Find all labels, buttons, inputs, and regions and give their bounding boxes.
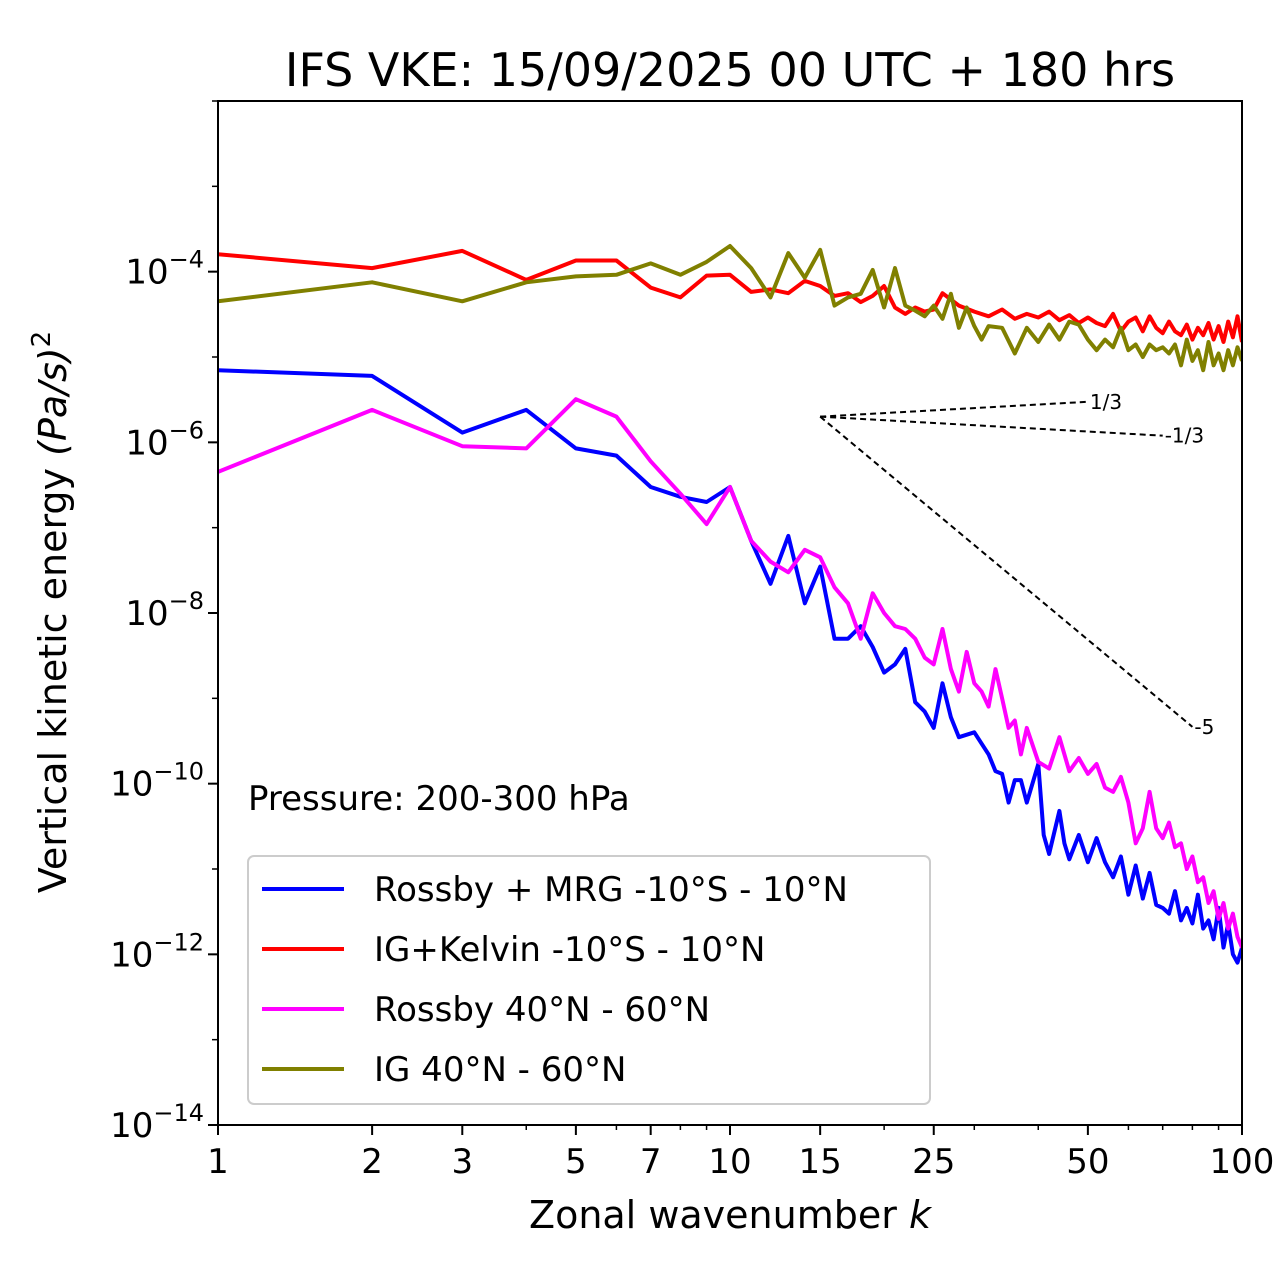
x-tick-label: 2	[361, 1142, 383, 1182]
y-axis-ticks: 10−4 10−6 10−8 10−10 10−12 10−14	[110, 100, 218, 1146]
series-layer	[218, 244, 1242, 965]
legend: Rossby + MRG -10°S - 10°N IG+Kelvin -10°S…	[247, 855, 931, 1105]
x-axis-label: Zonal wavenumber k	[529, 1193, 933, 1237]
y-tick-label: 10−6	[125, 416, 204, 463]
slope-guide-line-2	[820, 415, 1163, 437]
series-line-4	[218, 244, 1242, 373]
pressure-annotation: Pressure: 200-300 hPa	[248, 779, 630, 819]
slope-guides: 1/3 -1/3 -5	[819, 390, 1214, 739]
x-axis-label-var: k	[909, 1193, 933, 1237]
chart-title: IFS VKE: 15/09/2025 00 UTC + 180 hrs	[285, 43, 1175, 97]
x-tick-label: 3	[451, 1142, 473, 1182]
y-tick-label: 10−12	[110, 928, 204, 975]
legend-label-2: IG+Kelvin -10°S - 10°N	[374, 930, 765, 970]
x-tick-label: 7	[640, 1142, 662, 1182]
series-line-2	[218, 248, 1242, 344]
x-tick-label: 25	[912, 1142, 955, 1182]
slope-guide-label-2: -1/3	[1165, 424, 1204, 448]
legend-box	[247, 855, 931, 1105]
x-tick-label: 50	[1066, 1142, 1109, 1182]
y-axis-label-text: Vertical kinetic energy	[31, 468, 75, 893]
series-line-1	[218, 368, 1242, 965]
legend-label-4: IG 40°N - 60°N	[374, 1050, 626, 1090]
y-tick-label: 10−14	[110, 1099, 204, 1146]
slope-guide-line-1	[820, 400, 1088, 418]
legend-label-3: Rossby 40°N - 60°N	[374, 990, 710, 1030]
y-tick-label: 10−4	[125, 246, 204, 293]
x-axis-label-text: Zonal wavenumber	[529, 1193, 897, 1237]
x-tick-label: 5	[565, 1142, 587, 1182]
slope-guide-label-3: -5	[1194, 715, 1214, 739]
y-tick-label: 10−8	[125, 587, 204, 634]
slope-guide-label-1: 1/3	[1090, 390, 1122, 414]
legend-label-1: Rossby + MRG -10°S - 10°N	[374, 870, 848, 910]
x-axis-ticks: 1 2 3 5 7 10 15 25 50 100	[207, 1125, 1274, 1182]
y-tick-label: 10−10	[110, 758, 204, 805]
y-axis-label-units: (Pa/s)	[31, 347, 75, 455]
x-tick-label: 1	[207, 1142, 229, 1182]
slope-guide-line-3	[819, 415, 1194, 728]
x-tick-label: 15	[799, 1142, 842, 1182]
series-line-3	[218, 397, 1242, 949]
y-axis-label-exp: 2	[27, 331, 57, 348]
x-tick-label: 10	[708, 1142, 751, 1182]
y-axis-label: Vertical kinetic energy (Pa/s)2	[27, 331, 75, 893]
x-tick-label: 100	[1210, 1142, 1275, 1182]
